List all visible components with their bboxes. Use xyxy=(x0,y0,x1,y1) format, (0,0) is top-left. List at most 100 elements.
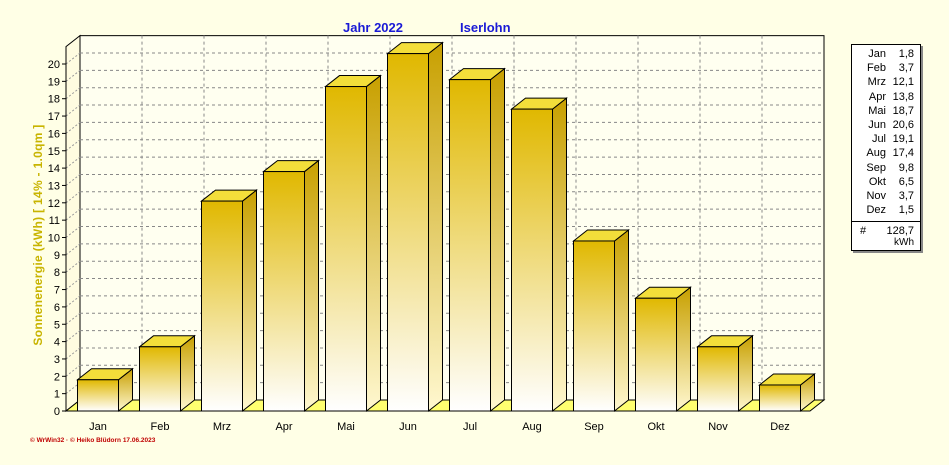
x-tick-label: Feb xyxy=(151,421,170,433)
y-tick-label: 6 xyxy=(54,302,60,314)
legend-entry: Mai 18,7 xyxy=(852,105,920,119)
bar-side-Okt xyxy=(676,286,691,413)
legend-entry: Sep 9,8 xyxy=(852,162,920,176)
legend-month: Jun xyxy=(868,119,886,131)
x-tick-label: Jan xyxy=(89,421,107,433)
y-tick-label: 0 xyxy=(54,406,60,418)
grid-line-side xyxy=(65,278,81,290)
legend-value: 1,5 xyxy=(898,204,914,217)
y-tick-label: 19 xyxy=(48,76,60,88)
y-tick-label: 1 xyxy=(54,389,60,401)
legend-total-value: 128,7 xyxy=(886,225,914,237)
bar-side-Sep xyxy=(614,228,629,413)
y-tick-label: 14 xyxy=(48,163,60,175)
footer-credit: © WrWin32 · © Heiko Blüdorn 17.06.2023 xyxy=(30,437,156,444)
legend-month: Jan xyxy=(868,48,886,60)
y-tick-label: 9 xyxy=(54,250,60,262)
legend-month: Apr xyxy=(868,90,886,103)
bar-Mrz xyxy=(201,200,243,412)
x-tick-label: Mrz xyxy=(213,421,231,433)
y-tick-label: 2 xyxy=(54,371,60,383)
legend-value: 13,8 xyxy=(892,90,914,103)
x-tick-label: Dez xyxy=(770,421,790,433)
bar-Jul xyxy=(449,79,491,412)
legend-value: 6,5 xyxy=(898,175,914,188)
chart-title-year: Jahr 2022 xyxy=(343,20,403,35)
legend-value: 9,8 xyxy=(898,161,914,174)
y-tick-label: 18 xyxy=(48,94,60,106)
bar-side-Aug xyxy=(552,97,567,413)
legend-total-symbol: # xyxy=(860,225,867,237)
grid-line-side xyxy=(65,87,81,100)
x-tick-label: Jun xyxy=(399,421,417,433)
legend-month: Nov xyxy=(866,190,886,202)
grid-line-side xyxy=(65,295,81,308)
bar-Okt xyxy=(635,297,677,412)
legend-value: 18,7 xyxy=(892,104,914,117)
y-axis-label: Sonnenenergie (kWh) [ 14% - 1.0qm ] xyxy=(31,124,45,346)
grid-line-side xyxy=(65,330,81,342)
plot-floor xyxy=(64,399,826,412)
bar-Feb xyxy=(139,346,181,412)
grid-line-side xyxy=(65,139,81,152)
y-tick-label: 4 xyxy=(54,337,60,349)
legend-value: 20,6 xyxy=(892,119,914,131)
legend-value: 3,7 xyxy=(898,190,914,202)
bar-side-Jul xyxy=(490,67,505,413)
x-tick-label: Nov xyxy=(708,421,728,433)
chart-title-location: Iserlohn xyxy=(460,20,511,35)
legend-value: 3,7 xyxy=(898,62,914,75)
bar-Jun xyxy=(387,53,429,412)
legend-entry: Mrz 12,1 xyxy=(852,76,920,90)
legend-value: 1,8 xyxy=(898,48,914,60)
bar-Mai xyxy=(325,86,367,412)
x-tick-label: Jul xyxy=(463,421,477,433)
legend-entry: Jun 20,6 xyxy=(852,119,920,133)
x-tick-label: Okt xyxy=(647,421,664,433)
grid-line-side xyxy=(65,52,81,65)
y-tick-label: 8 xyxy=(54,267,60,279)
legend-value: 17,4 xyxy=(892,147,914,160)
legend-month: Mai xyxy=(868,104,886,117)
y-tick-label: 17 xyxy=(48,111,60,123)
grid-line-side xyxy=(65,191,81,204)
legend-entry: Dez 1,5 xyxy=(852,204,920,218)
grid-line-side xyxy=(65,364,81,377)
bar-side-Apr xyxy=(304,159,319,413)
y-tick-label: 15 xyxy=(48,146,60,158)
legend-entry: Okt 6,5 xyxy=(852,176,920,190)
legend-month: Mrz xyxy=(867,76,886,89)
legend-entry: Jul 19,1 xyxy=(852,133,920,147)
grid-line-side xyxy=(65,69,81,82)
legend-entry: Feb 3,7 xyxy=(852,62,920,76)
legend-total-unit: kWh xyxy=(894,237,914,248)
grid-line-side xyxy=(65,382,81,395)
bar-Dez xyxy=(759,384,801,412)
legend-value: 19,1 xyxy=(892,133,914,146)
y-tick-label: 7 xyxy=(54,285,60,297)
bar-Nov xyxy=(697,346,739,412)
x-tick-label: Aug xyxy=(522,421,542,433)
grid-line-side xyxy=(65,347,81,360)
legend-month: Sep xyxy=(866,161,886,174)
x-tick-label: Sep xyxy=(584,421,604,433)
legend-entry: Aug 17,4 xyxy=(852,147,920,161)
grid-line-side xyxy=(65,208,81,221)
y-tick-label: 16 xyxy=(48,128,60,140)
y-tick-label: 3 xyxy=(54,354,60,366)
bar-side-Feb xyxy=(180,334,195,413)
grid-line-side xyxy=(65,243,81,256)
legend-month: Okt xyxy=(868,175,886,188)
bar-Apr xyxy=(263,171,305,412)
y-tick-label: 13 xyxy=(48,180,60,192)
legend-box: Jan 1,8 Feb 3,7 Mrz 12,1 Apr 13,8 Mai 18,7 Jun 20,6… xyxy=(851,44,921,251)
bar-Jan xyxy=(77,379,119,412)
y-tick-label: 11 xyxy=(49,215,60,227)
legend-month: Aug xyxy=(866,147,886,160)
legend-month: Dez xyxy=(866,204,886,217)
bar-Aug xyxy=(511,108,553,412)
bar-Sep xyxy=(573,240,615,412)
legend-divider xyxy=(852,221,920,222)
x-tick-label: Mai xyxy=(337,421,355,433)
